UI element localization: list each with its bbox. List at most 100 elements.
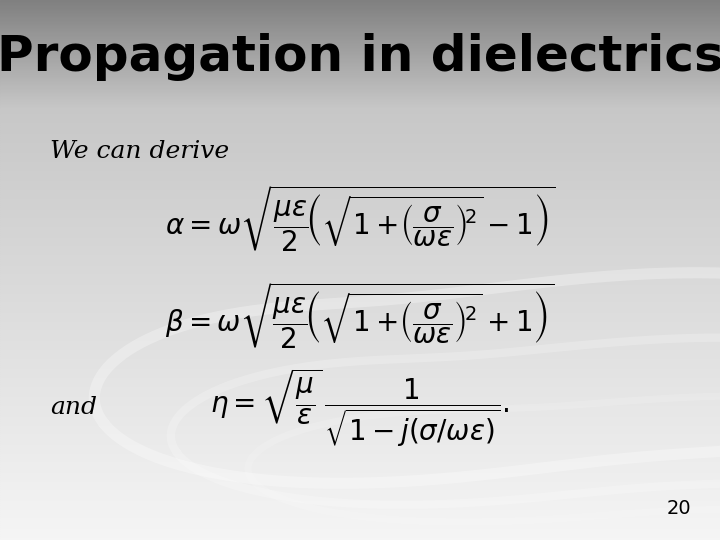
Bar [0,56,720,57]
Bar [0,218,720,220]
Bar [0,14,720,15]
Bar [0,508,720,510]
Bar [0,140,720,143]
Bar [0,313,720,315]
Bar [0,488,720,490]
Bar [0,186,720,188]
Bar [0,447,720,449]
Bar [0,438,720,441]
Bar [0,279,720,281]
Bar [0,227,720,229]
Bar [0,181,720,184]
Bar [0,197,720,199]
Bar [0,534,720,536]
Bar [0,39,720,40]
Bar [0,400,720,402]
Bar [0,225,720,227]
Bar [0,531,720,534]
Bar [0,326,720,328]
Bar [0,255,720,257]
Bar [0,294,720,296]
Bar [0,421,720,423]
Bar [0,69,720,70]
Bar [0,406,720,408]
Text: Propagation in dielectrics: Propagation in dielectrics [0,33,720,80]
Bar [0,307,720,309]
Bar [0,79,720,80]
Bar [0,391,720,393]
Bar [0,315,720,318]
Bar [0,125,720,127]
Bar [0,486,720,488]
Bar [0,320,720,322]
Bar [0,380,720,382]
Bar [0,477,720,480]
Bar [0,207,720,210]
Bar [0,9,720,10]
Bar [0,272,720,274]
Bar [0,372,720,374]
Bar [0,96,720,97]
Bar [0,168,720,171]
Bar [0,130,720,132]
Bar [0,536,720,538]
Bar [0,1,720,2]
Bar [0,46,720,48]
Bar [0,397,720,400]
Bar [0,229,720,231]
Bar [0,64,720,65]
Bar [0,462,720,464]
Bar [0,37,720,38]
Bar [0,389,720,391]
Bar [0,59,720,60]
Bar [0,199,720,201]
Bar [0,35,720,36]
Bar [0,145,720,147]
Bar [0,449,720,451]
Bar [0,423,720,426]
Bar [0,525,720,527]
Bar [0,305,720,307]
Bar [0,492,720,495]
Bar [0,257,720,259]
Bar [0,89,720,90]
Bar [0,25,720,26]
Bar [0,408,720,410]
Bar [0,55,720,56]
Bar [0,4,720,5]
Bar [0,6,720,8]
Bar [0,153,720,156]
Bar [0,495,720,497]
Bar [0,222,720,225]
Bar [0,395,720,397]
Bar [0,80,720,81]
Bar [0,86,720,87]
Bar [0,432,720,434]
Bar [0,22,720,23]
Bar [0,523,720,525]
Bar [0,30,720,31]
Bar [0,266,720,268]
Bar [0,117,720,119]
Bar [0,179,720,181]
Bar [0,471,720,473]
Bar [0,190,720,192]
Bar [0,0,720,1]
Bar [0,32,720,33]
Bar [0,92,720,93]
Bar [0,212,720,214]
Bar [0,270,720,272]
Bar [0,458,720,460]
Bar [0,73,720,75]
Bar [0,108,720,110]
Bar [0,281,720,283]
Bar [0,95,720,96]
Bar [0,264,720,266]
Bar [0,149,720,151]
Bar [0,94,720,95]
Bar [0,359,720,361]
Bar [0,330,720,333]
Bar [0,10,720,11]
Bar [0,451,720,454]
Bar [0,105,720,106]
